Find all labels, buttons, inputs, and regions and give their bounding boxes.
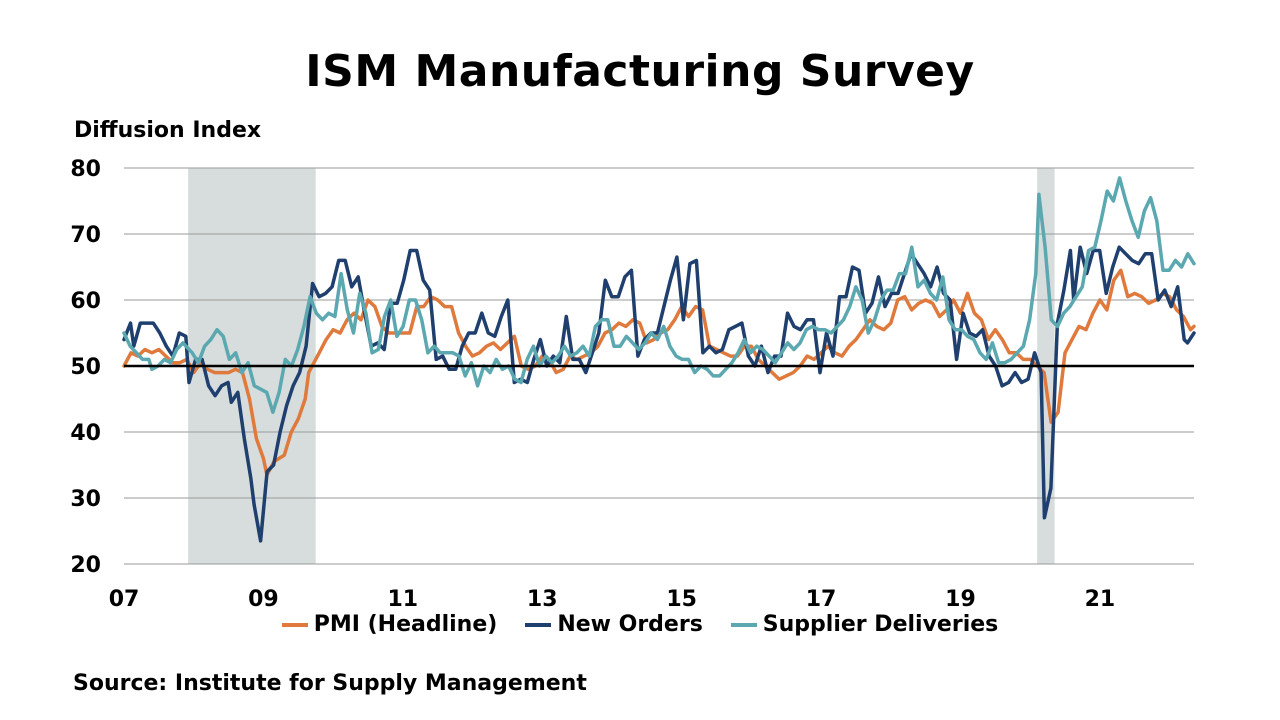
y-tick-label: 30 [70,487,101,512]
x-tick-label: 17 [806,587,837,612]
y-tick-label: 80 [70,157,101,182]
x-tick-label: 15 [666,587,697,612]
legend-item-new-orders: New Orders [525,612,703,637]
y-axis-label: Diffusion Index [74,118,262,143]
y-tick-label: 60 [70,289,101,314]
y-tick-labels: 20 30 40 50 60 70 80 [70,157,101,578]
legend-label-new-orders: New Orders [557,612,703,637]
x-tick-label: 11 [388,587,419,612]
y-tick-label: 70 [70,223,101,248]
series-line-new-orders [122,245,1196,543]
y-tick-label: 40 [70,421,101,446]
legend-item-pmi: PMI (Headline) [281,612,498,637]
x-tick-label: 13 [527,587,558,612]
series-line-supplier-deliveries [122,176,1196,414]
source-note: Source: Institute for Supply Management [73,671,587,696]
legend: PMI (Headline) New Orders Supplier Deliv… [0,612,1280,637]
x-tick-label: 19 [945,587,976,612]
y-tick-label: 50 [70,355,101,380]
legend-swatch-supplier-deliveries [730,622,757,627]
legend-label-pmi: PMI (Headline) [313,612,498,637]
legend-swatch-new-orders [525,622,552,627]
chart-title: ISM Manufacturing Survey [305,46,975,97]
legend-swatch-pmi [281,622,308,627]
x-tick-labels: 07 09 11 13 15 17 19 21 [109,587,1116,612]
x-tick-label: 09 [248,587,279,612]
gridlines [124,167,1194,565]
legend-label-supplier-deliveries: Supplier Deliveries [762,612,999,637]
legend-item-supplier-deliveries: Supplier Deliveries [730,612,999,637]
series-lines [122,176,1196,543]
x-tick-label: 21 [1085,587,1116,612]
y-tick-label: 20 [70,553,101,578]
x-tick-label: 07 [109,587,140,612]
